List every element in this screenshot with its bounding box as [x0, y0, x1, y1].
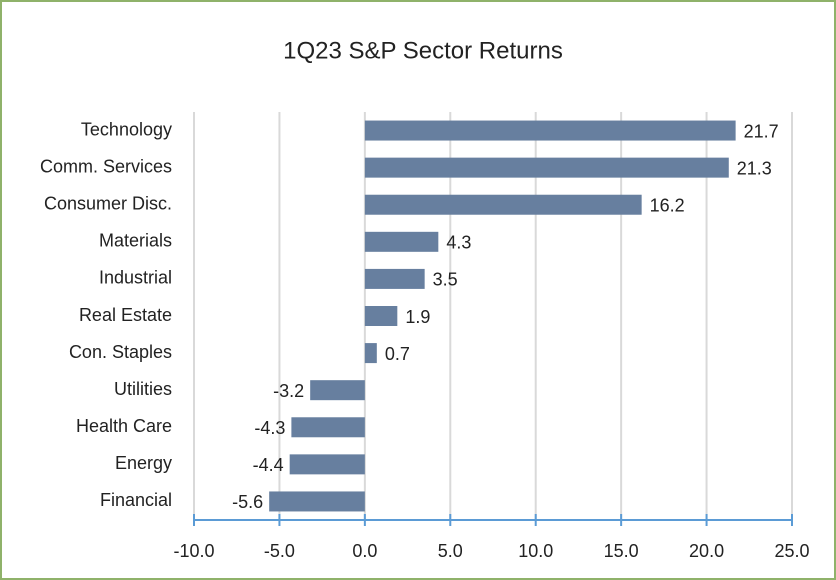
bar [289, 454, 365, 475]
bar [310, 380, 365, 401]
bar [364, 194, 642, 215]
data-label: 4.3 [446, 233, 471, 253]
data-label: 0.7 [385, 344, 410, 364]
bar [364, 343, 377, 364]
x-tick-label: 15.0 [604, 541, 639, 561]
x-tick-label: 5.0 [438, 541, 463, 561]
y-tick-label: Comm. Services [40, 156, 172, 176]
bar [269, 491, 365, 512]
data-label: -3.2 [273, 381, 304, 401]
x-tick-label: 10.0 [518, 541, 553, 561]
x-tick-label: 25.0 [774, 541, 809, 561]
bar [364, 306, 398, 326]
chart-title: 1Q23 S&P Sector Returns [283, 37, 563, 64]
y-tick-label: Utilities [114, 379, 172, 399]
bar [364, 157, 729, 178]
bar [291, 417, 365, 438]
y-tick-label: Con. Staples [69, 342, 172, 362]
y-tick-label: Industrial [99, 268, 172, 288]
y-tick-label: Health Care [76, 416, 172, 436]
data-label: 21.3 [737, 158, 772, 178]
y-tick-label: Consumer Disc. [44, 193, 172, 213]
y-tick-label: Technology [81, 119, 172, 139]
x-tick-label: -5.0 [264, 541, 295, 561]
y-tick-label: Energy [115, 453, 172, 473]
data-label: 1.9 [405, 307, 430, 327]
data-label: -4.3 [254, 418, 285, 438]
y-tick-label: Real Estate [79, 305, 172, 325]
data-label: -4.4 [253, 455, 284, 475]
data-label: -5.6 [232, 492, 263, 512]
data-label: 21.7 [744, 121, 779, 141]
data-label: 16.2 [650, 195, 685, 215]
bar [364, 268, 425, 289]
x-tick-label: -10.0 [173, 541, 214, 561]
bar [364, 120, 736, 141]
data-label: 3.5 [433, 270, 458, 290]
x-tick-label: 0.0 [352, 541, 377, 561]
bar [364, 231, 439, 252]
y-tick-label: Financial [100, 490, 172, 510]
x-tick-label: 20.0 [689, 541, 724, 561]
y-tick-label: Materials [99, 231, 172, 251]
